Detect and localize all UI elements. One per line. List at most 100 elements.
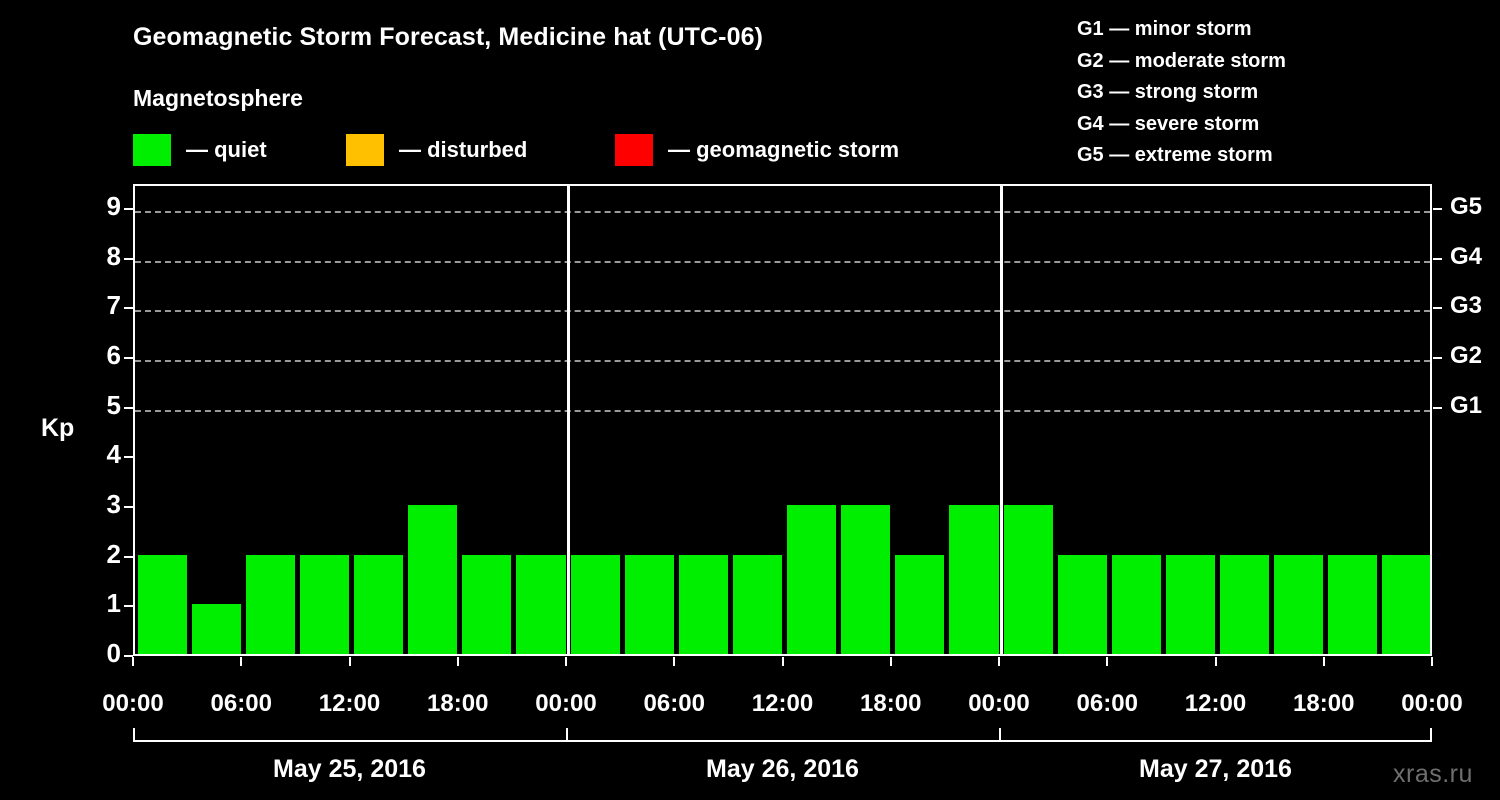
x-tick-label-7: 18:00 (860, 690, 922, 717)
red-square-icon (615, 134, 653, 166)
page-title: Geomagnetic Storm Forecast, Medicine hat… (133, 23, 764, 51)
bar[interactable] (1111, 554, 1161, 654)
bar[interactable] (895, 554, 945, 654)
x-tick-3 (456, 657, 459, 666)
x-tick-10 (1214, 657, 1217, 666)
y2-tick-label-g2: G2 (1450, 341, 1483, 369)
bar[interactable] (787, 504, 837, 654)
x-tick-label-6: 12:00 (751, 690, 814, 717)
bar[interactable] (137, 554, 187, 654)
y2-tick-8 (1433, 257, 1442, 260)
y-tick-label-5: 5 (106, 389, 121, 420)
gridline-kp-5 (135, 409, 1430, 412)
gridline-kp-7 (135, 310, 1430, 313)
y-tick-label-9: 9 (106, 190, 121, 221)
y-tick-label-1: 1 (106, 588, 121, 619)
y-tick-9 (124, 207, 133, 210)
y2-tick-7 (1433, 307, 1442, 310)
gscale-row-1: G1 — minor storm (1077, 18, 1252, 40)
y2-tick-label-g4: G4 (1450, 242, 1483, 270)
date-band-tick-2 (999, 728, 1001, 742)
y-tick-6 (124, 356, 133, 359)
x-tick-1 (240, 657, 243, 666)
x-tick-label-0: 00:00 (102, 690, 164, 717)
x-tick-12 (1431, 657, 1433, 666)
y-tick-2 (124, 555, 133, 558)
gridline-kp-6 (135, 359, 1430, 362)
x-tick-label-11: 18:00 (1293, 690, 1355, 717)
legend-entry-1: — disturbed (346, 134, 527, 166)
date-band-tick-0 (133, 728, 135, 742)
y-tick-label-0: 0 (106, 638, 121, 668)
y-tick-label-8: 8 (106, 240, 121, 271)
bar[interactable] (678, 554, 728, 654)
bar[interactable] (299, 554, 349, 654)
x-tick-label-2: 12:00 (318, 690, 381, 717)
bar[interactable] (1220, 554, 1270, 654)
x-tick-label-9: 06:00 (1076, 690, 1138, 717)
legend-label-0: — quiet (186, 137, 267, 162)
gridline-kp-9 (135, 210, 1430, 213)
y2-tick-9 (1433, 207, 1442, 210)
x-tick-label-10: 12:00 (1184, 690, 1247, 717)
y-tick-1 (124, 605, 133, 608)
date-label-0: May 25, 2016 (273, 755, 426, 783)
orange-square-icon (346, 134, 384, 166)
date-band (133, 728, 1432, 742)
bar[interactable] (732, 554, 782, 654)
x-tick-0 (132, 657, 134, 666)
x-tick-4 (565, 657, 567, 666)
y-tick-0 (124, 655, 133, 657)
y-tick-label-6: 6 (106, 339, 121, 370)
date-band-rule (133, 740, 1432, 742)
date-label-2: May 27, 2016 (1139, 755, 1292, 783)
bar[interactable] (1274, 554, 1324, 654)
bar[interactable] (354, 554, 404, 654)
day-divider-2 (999, 186, 1003, 654)
plot-inner (135, 186, 1430, 654)
date-band-tick-1 (566, 728, 568, 742)
gscale-row-3: G3 — strong storm (1077, 81, 1259, 103)
x-tick-11 (1322, 657, 1325, 666)
date-label-1: May 26, 2016 (706, 755, 859, 783)
bar[interactable] (841, 504, 891, 654)
gscale-row-4: G4 — severe storm (1077, 112, 1260, 135)
x-tick-5 (673, 657, 676, 666)
x-tick-6 (781, 657, 784, 666)
y2-tick-label-g3: G3 (1450, 292, 1483, 320)
bar[interactable] (408, 504, 458, 654)
green-square-icon (133, 134, 171, 166)
bar[interactable] (516, 554, 566, 654)
bar[interactable] (462, 554, 512, 654)
y2-tick-label-g5: G5 (1450, 192, 1483, 220)
legend-entry-0: — quiet (133, 134, 267, 166)
watermark: xras.ru (1393, 760, 1473, 788)
bar[interactable] (191, 604, 241, 654)
x-tick-label-4: 00:00 (535, 690, 597, 717)
legend-label-1: — disturbed (399, 137, 528, 162)
x-tick-2 (348, 657, 351, 666)
y-tick-label-4: 4 (106, 439, 121, 470)
bar[interactable] (1003, 504, 1053, 654)
x-tick-label-8: 00:00 (968, 690, 1030, 717)
x-tick-7 (889, 657, 892, 666)
y-tick-label-2: 2 (106, 538, 121, 569)
y-tick-5 (124, 406, 133, 409)
y-tick-7 (124, 307, 133, 310)
bar[interactable] (1057, 554, 1107, 654)
bar[interactable] (1382, 554, 1430, 654)
x-tick-8 (998, 657, 1000, 666)
date-band-tick-3 (1430, 728, 1432, 742)
y-tick-8 (124, 257, 133, 260)
legend-label-2: — geomagnetic storm (668, 137, 900, 162)
x-tick-label-12: 00:00 (1401, 690, 1463, 717)
bar[interactable] (949, 504, 999, 654)
bar[interactable] (1328, 554, 1378, 654)
bar[interactable] (624, 554, 674, 654)
legend-entry-2: — geomagnetic storm (615, 134, 899, 166)
bar[interactable] (245, 554, 295, 654)
gscale-row-5: G5 — extreme storm (1077, 144, 1273, 166)
bar[interactable] (1165, 554, 1215, 654)
bar[interactable] (570, 554, 620, 654)
